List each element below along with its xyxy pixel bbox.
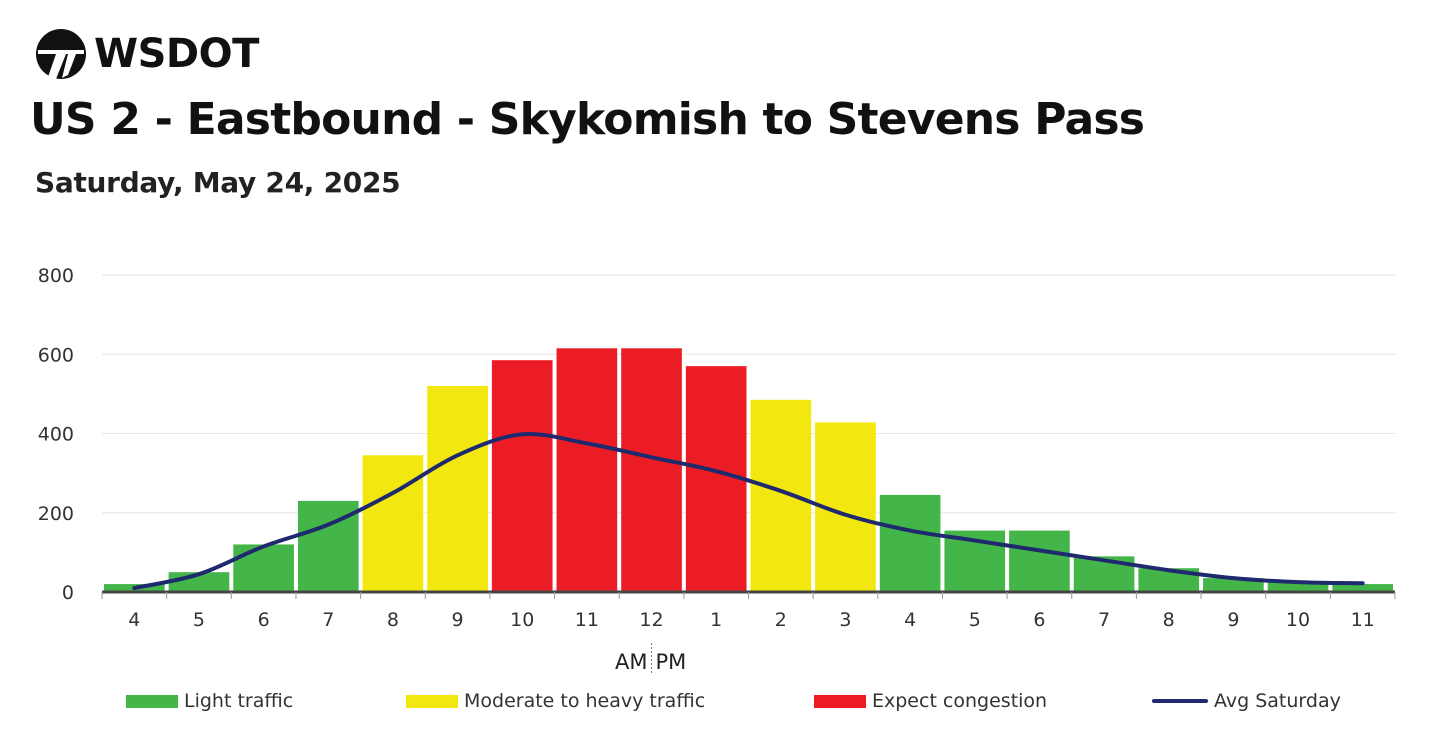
avg-saturday-line xyxy=(132,431,1365,591)
bar xyxy=(1332,584,1393,592)
x-tick-label: 12 xyxy=(639,609,663,631)
chart-legend: Light traffic Moderate to heavy traffic … xyxy=(0,690,1440,720)
bar xyxy=(362,455,424,592)
x-tick-label: 6 xyxy=(1033,609,1045,631)
y-tick-label: 200 xyxy=(38,503,74,525)
legend-label-avg: Avg Saturday xyxy=(1214,690,1341,712)
legend-label-moderate: Moderate to heavy traffic xyxy=(464,690,706,712)
y-tick-label: 0 xyxy=(62,582,74,604)
legend-swatch-congestion xyxy=(814,694,866,708)
bar xyxy=(750,399,812,592)
logo-text: WSDOT xyxy=(94,31,259,77)
pm-label: PM xyxy=(656,650,687,674)
x-tick-label: 9 xyxy=(1227,609,1239,631)
bar xyxy=(233,544,294,592)
page-subtitle: Saturday, May 24, 2025 xyxy=(35,166,401,199)
legend-item-avg: Avg Saturday xyxy=(1152,690,1341,712)
bar xyxy=(685,366,747,592)
x-tick-label: 8 xyxy=(387,609,399,631)
x-tick-label: 6 xyxy=(258,609,270,631)
y-tick-label: 600 xyxy=(38,344,74,366)
x-tick-label: 4 xyxy=(904,609,916,631)
bar xyxy=(1203,578,1264,592)
bar xyxy=(491,360,553,592)
legend-swatch-light xyxy=(126,694,178,708)
x-tick-label: 11 xyxy=(575,609,599,631)
legend-swatch-moderate xyxy=(406,694,458,708)
bar xyxy=(879,494,941,592)
x-tick-label: 7 xyxy=(1098,609,1110,631)
page-title: US 2 - Eastbound - Skykomish to Stevens … xyxy=(30,94,1145,145)
x-tick-label: 9 xyxy=(452,609,464,631)
wsdot-emblem-icon xyxy=(36,29,86,79)
x-tick-label: 10 xyxy=(510,609,534,631)
legend-label-congestion: Expect congestion xyxy=(872,690,1048,712)
x-tick-label: 4 xyxy=(128,609,140,631)
legend-item-moderate: Moderate to heavy traffic xyxy=(406,690,705,712)
bar xyxy=(427,385,488,592)
x-tick-label: 5 xyxy=(969,609,981,631)
x-tick-label: 8 xyxy=(1163,609,1175,631)
x-tick-label: 1 xyxy=(710,609,722,631)
bar xyxy=(1009,530,1070,592)
bar xyxy=(1267,582,1329,592)
y-tick-label: 400 xyxy=(38,424,74,446)
legend-swatch-avg xyxy=(1152,699,1208,703)
x-tick-label: 11 xyxy=(1351,609,1375,631)
am-label: AM xyxy=(615,650,647,674)
bar xyxy=(556,348,618,592)
x-tick-label: 3 xyxy=(839,609,851,631)
x-tick-label: 7 xyxy=(322,609,334,631)
x-tick-label: 10 xyxy=(1286,609,1310,631)
wsdot-logo: WSDOT xyxy=(34,27,259,81)
y-tick-label: 800 xyxy=(38,265,74,287)
x-tick-label: 5 xyxy=(193,609,205,631)
bar xyxy=(621,348,682,592)
x-tick-label: 2 xyxy=(775,609,787,631)
legend-label-light: Light traffic xyxy=(184,690,294,712)
legend-item-congestion: Expect congestion xyxy=(814,690,1047,712)
legend-item-light: Light traffic xyxy=(126,690,293,712)
